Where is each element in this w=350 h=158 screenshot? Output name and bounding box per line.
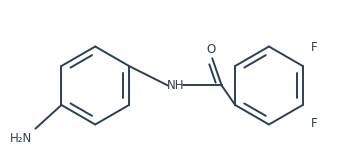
Text: F: F <box>311 41 317 54</box>
Text: H₂N: H₂N <box>10 132 33 145</box>
Text: NH: NH <box>167 79 184 92</box>
Text: O: O <box>206 43 216 56</box>
Text: F: F <box>311 117 317 130</box>
